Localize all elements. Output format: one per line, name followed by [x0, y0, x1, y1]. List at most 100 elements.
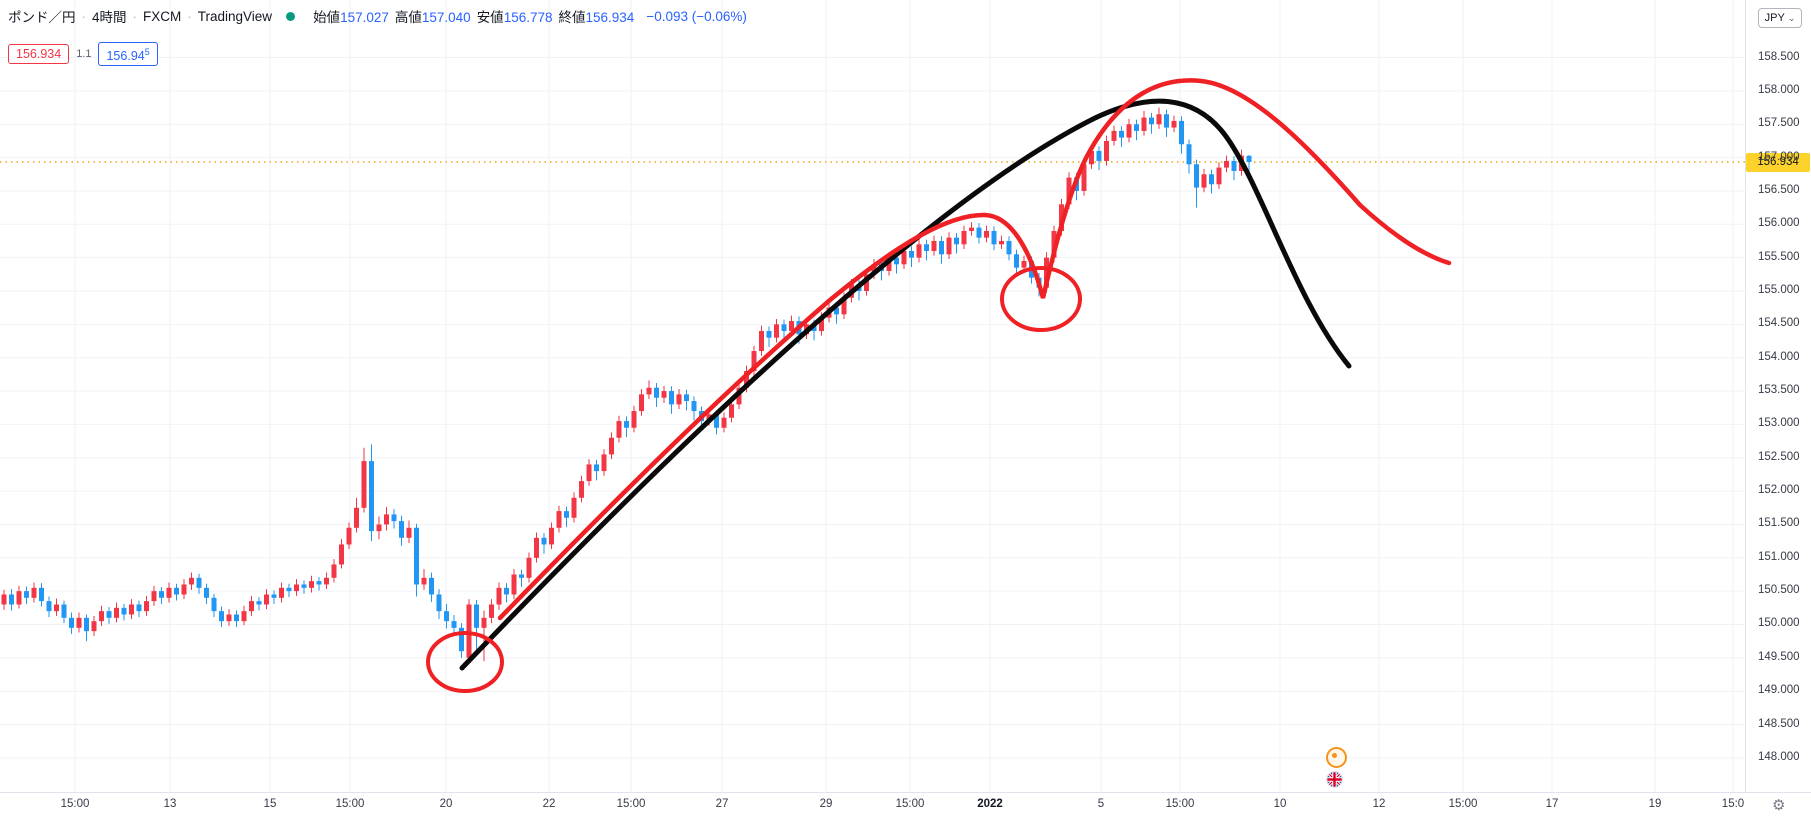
candle-body — [961, 230, 967, 245]
candle-body — [579, 481, 584, 498]
price-axis-label: 156.500 — [1758, 183, 1800, 196]
interval-label[interactable]: 4時間 — [92, 10, 127, 25]
candle-body — [301, 584, 307, 588]
time-axis-label: 15:00 — [1448, 798, 1478, 810]
candle-body — [151, 591, 157, 602]
candle-body — [106, 611, 112, 618]
price-axis-label: 151.000 — [1758, 550, 1800, 563]
separator: · — [81, 8, 87, 24]
candle-body — [1111, 130, 1117, 141]
candle-body — [189, 577, 194, 585]
candle-body — [834, 307, 839, 315]
uk-flag-event-icon[interactable] — [1326, 771, 1343, 788]
candle-body — [114, 607, 119, 618]
time-axis-label: 2022 — [977, 798, 1003, 810]
candle-body — [549, 527, 554, 545]
red-trend-curve-drawing[interactable] — [497, 78, 1452, 621]
candle-body — [361, 461, 367, 508]
candle-body — [226, 614, 232, 622]
candle-body — [391, 514, 397, 522]
chevron-down-icon: ⌄ — [1787, 13, 1796, 23]
chart-canvas[interactable] — [0, 0, 1745, 792]
price-axis-label: 157.000 — [1758, 150, 1800, 163]
candle-body — [759, 331, 764, 352]
candle-body — [399, 521, 404, 538]
candle-body — [1164, 114, 1169, 128]
price-axis-label: 152.000 — [1758, 484, 1800, 497]
candle-body — [969, 227, 974, 231]
candle-body — [354, 507, 359, 528]
buy-price-button[interactable]: 156.945 — [98, 41, 158, 67]
candle-body — [954, 237, 959, 245]
time-axis-label: 27 — [715, 798, 729, 810]
ohlc-pair: 始値157.027 — [313, 10, 389, 25]
candle-body — [526, 557, 532, 578]
candle-body — [61, 604, 67, 618]
time-axis-label: 15:00 — [60, 798, 90, 810]
platform-label: TradingView — [197, 8, 273, 24]
ohlc-values: 始値157.027 高値157.040 安値156.778 終値156.934 — [313, 6, 640, 26]
candle-body — [481, 617, 487, 628]
candle-body — [774, 324, 779, 338]
candle-body — [211, 597, 217, 612]
candle-body — [196, 577, 202, 588]
symbol-legend[interactable]: ポンド／円 · 4時間 · FXCM · TradingView 始値157.0… — [8, 6, 747, 26]
black-trend-curve-drawing[interactable] — [459, 98, 1352, 671]
candle-body — [1216, 167, 1222, 185]
candle-body — [16, 591, 22, 605]
economic-event-icon[interactable] — [1325, 746, 1347, 768]
candle-body — [931, 240, 937, 251]
change-value: −0.093 (−0.06%) — [646, 8, 747, 24]
candle-body — [279, 587, 284, 598]
candle-body — [751, 351, 757, 372]
price-axis[interactable]: JPY ⌄ 156.934 158.500 158.000 157.500 157.0… — [1745, 0, 1811, 792]
last-price-badge: 156.934 — [1746, 152, 1810, 172]
candle-body — [691, 401, 697, 412]
candle-body — [894, 257, 899, 265]
price-axis-label: 154.500 — [1758, 317, 1800, 330]
candle-body — [39, 587, 44, 602]
time-axis-label: 12 — [1372, 798, 1386, 810]
candle-body — [369, 461, 374, 532]
candle-body — [429, 577, 434, 595]
candle-body — [1126, 124, 1132, 138]
spread-value: 1.1 — [76, 48, 92, 60]
red-circle-drawing-1[interactable] — [426, 631, 504, 693]
candle-body — [984, 230, 989, 238]
ohlc-pair: 高値157.040 — [394, 10, 471, 25]
candle-body — [489, 604, 494, 618]
time-axis-label: 17 — [1545, 798, 1559, 810]
candle-body — [511, 574, 517, 595]
candle-body — [99, 611, 104, 622]
candle-body — [946, 237, 952, 255]
candle-body — [1209, 174, 1214, 185]
candle-body — [841, 297, 847, 315]
currency-dropdown[interactable]: JPY ⌄ — [1758, 8, 1802, 28]
candle-body — [1006, 240, 1012, 255]
candle-body — [1156, 114, 1162, 125]
candle-body — [916, 244, 922, 258]
candle-body — [1224, 160, 1229, 168]
candle-body — [54, 604, 59, 612]
symbol-name[interactable]: ポンド／円 — [8, 10, 76, 25]
candle-body — [31, 587, 37, 598]
settings-gear-icon[interactable]: ⚙ — [1772, 797, 1786, 814]
candle-body — [1089, 150, 1094, 165]
candle-body — [376, 524, 382, 532]
red-circle-drawing-2[interactable] — [1000, 266, 1082, 332]
candle-body — [406, 527, 412, 538]
candle-body — [1066, 177, 1072, 205]
candle-body — [436, 594, 442, 612]
candle-body — [616, 421, 622, 438]
price-axis-label: 151.500 — [1758, 517, 1800, 530]
time-axis[interactable]: ⚙ 15:00 13 15 15:00 20 22 15:00 27 29 15:00 2022 5 1… — [0, 792, 1811, 817]
candle-body — [744, 371, 749, 388]
candle-body — [721, 417, 727, 428]
candle-body — [181, 584, 187, 595]
sell-price-button[interactable]: 156.934 — [8, 44, 70, 64]
candle-body — [991, 230, 997, 245]
candle-body — [76, 617, 82, 628]
price-axis-label: 153.000 — [1758, 417, 1800, 430]
candle-body — [819, 317, 824, 332]
